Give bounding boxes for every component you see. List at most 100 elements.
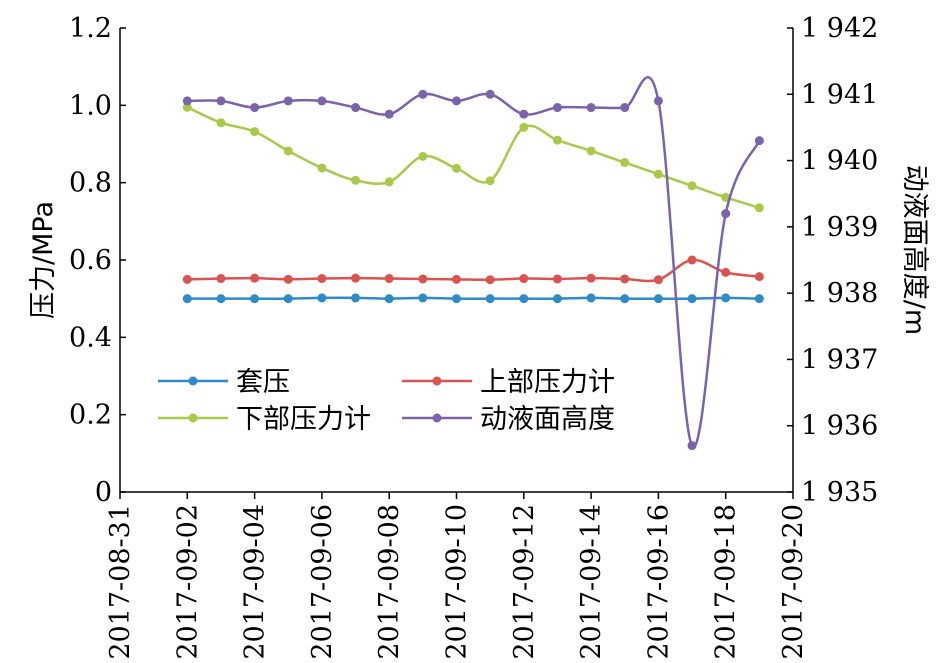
legend-marker-2 [188,413,198,423]
data-point-0 [182,294,192,304]
data-point-0 [519,294,529,304]
y-tick-label: 1.0 [69,90,112,121]
data-point-2 [519,122,529,132]
data-point-0 [351,293,361,303]
data-point-2 [317,163,327,173]
data-point-2 [384,177,394,187]
data-point-1 [552,274,562,284]
data-point-2 [687,181,697,191]
axes: 0 0.2 0.4 0.6 0.8 1.0 1.2 1 935 1 936 1 937 1 938 1… [69,13,878,660]
data-point-2 [754,203,764,213]
series-line-2 [186,106,760,209]
data-point-3 [485,89,495,99]
data-point-2 [452,163,461,173]
data-point-1 [620,274,630,284]
data-point-0 [216,294,226,304]
x-tick-label: 2017-09-14 [576,504,607,660]
data-point-0 [418,293,428,303]
legend-label-2: 下部压力计 [236,404,371,435]
y-tick-label: 0 [95,477,112,508]
y2-tick-label: 1 936 [801,411,878,442]
data-point-2 [586,146,596,156]
legend-marker-3 [432,413,442,423]
data-point-1 [653,275,663,285]
x-tick-label: 2017-08-31 [105,504,136,660]
data-point-0 [317,293,327,303]
data-point-1 [418,274,428,284]
y2-tick-label: 1 937 [801,344,878,375]
legend-label-0: 套压 [236,367,290,398]
data-point-1 [216,274,226,284]
y-tick-label: 1.2 [69,13,112,44]
data-point-1 [754,272,764,282]
data-point-1 [351,273,361,283]
data-point-0 [552,294,562,304]
x-tick-label: 2017-09-04 [240,504,271,660]
x-tick-label: 2017-09-20 [778,504,809,660]
data-point-2 [216,118,226,128]
data-point-3 [754,136,764,146]
data-point-1 [182,274,192,284]
data-point-2 [620,158,630,168]
data-point-3 [317,96,327,106]
data-point-1 [485,275,495,285]
x-tick-label: 2017-09-12 [509,504,540,660]
legend-marker-0 [188,376,198,386]
data-point-1 [721,267,731,277]
y2-tick-label: 1 942 [801,13,878,44]
y-tick-label: 0.2 [69,400,112,431]
data-point-1 [317,274,327,284]
data-point-0 [586,293,596,303]
data-point-2 [250,127,260,137]
y2-tick-label: 1 939 [801,212,878,243]
data-point-3 [687,441,697,451]
legend-marker-1 [432,376,442,386]
data-point-3 [519,109,529,119]
data-point-2 [418,151,428,161]
data-point-3 [552,103,562,113]
data-point-1 [586,273,596,283]
data-point-2 [485,176,495,186]
series-layer [182,76,764,451]
y2-tick-label: 1 935 [801,477,878,508]
data-point-0 [754,294,764,304]
data-point-0 [384,294,394,304]
data-point-3 [283,96,293,106]
data-point-2 [182,102,192,112]
series-line-0 [187,296,760,300]
data-point-2 [283,146,293,156]
data-point-3 [586,103,596,113]
data-point-3 [653,96,663,106]
data-point-3 [216,96,226,106]
data-point-3 [721,209,731,219]
data-point-0 [620,294,630,304]
data-point-0 [687,294,697,304]
y2-tick-label: 1 940 [801,146,878,177]
data-point-1 [250,273,260,283]
data-point-0 [283,294,293,304]
data-point-3 [384,109,394,119]
data-point-1 [519,274,529,284]
data-point-0 [452,294,461,304]
data-point-3 [351,103,361,113]
data-point-1 [687,255,697,265]
y2-tick-label: 1 938 [801,278,878,309]
data-point-3 [182,96,192,106]
data-point-0 [721,293,731,303]
y2-tick-label: 1 941 [801,79,878,110]
x-tick-label: 2017-09-16 [643,504,674,660]
legend-label-1: 上部压力计 [480,367,615,398]
data-point-1 [452,274,461,284]
legend-label-3: 动液面高度 [480,404,615,435]
data-point-0 [653,294,663,304]
data-point-1 [384,274,394,284]
data-point-2 [552,135,562,145]
data-point-3 [452,96,461,106]
data-point-2 [653,169,663,179]
data-point-3 [250,103,260,113]
y-tick-label: 0.4 [69,322,112,353]
data-point-0 [485,294,495,304]
data-point-0 [250,294,260,304]
